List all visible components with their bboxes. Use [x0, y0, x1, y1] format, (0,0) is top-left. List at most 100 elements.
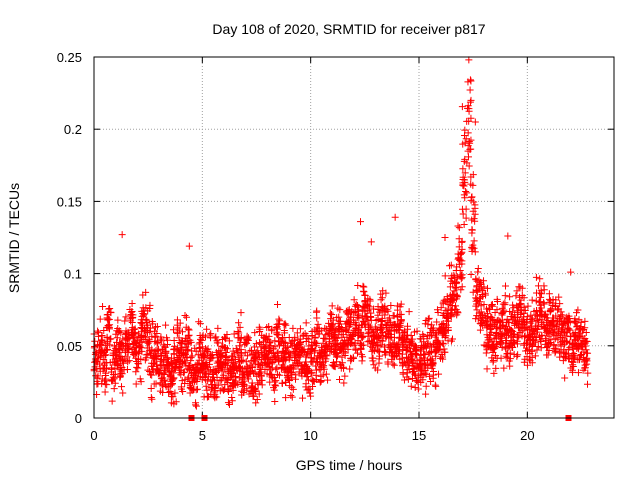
- data-point: [374, 315, 382, 323]
- data-point: [584, 369, 592, 377]
- data-point: [144, 307, 152, 315]
- data-point: [408, 335, 416, 343]
- data-point: [347, 357, 355, 365]
- data-point: [531, 352, 539, 360]
- data-point: [146, 349, 154, 357]
- data-point: [192, 399, 200, 407]
- data-point: [125, 357, 133, 365]
- data-point: [549, 318, 557, 326]
- data-point: [191, 375, 199, 383]
- data-point: [515, 283, 523, 291]
- data-point: [178, 328, 186, 336]
- data-point: [576, 355, 584, 363]
- data-point: [182, 362, 190, 370]
- data-point: [130, 329, 138, 337]
- data-point: [127, 308, 135, 316]
- data-point: [364, 317, 372, 325]
- outlier-point: [357, 218, 364, 226]
- data-point: [106, 304, 114, 312]
- data-point: [302, 319, 310, 327]
- data-point: [411, 359, 419, 367]
- data-point: [398, 350, 406, 358]
- data-point: [309, 377, 317, 385]
- data-point: [206, 331, 214, 339]
- data-point: [228, 393, 236, 401]
- data-point: [566, 326, 574, 334]
- data-point: [294, 340, 302, 348]
- data-point: [116, 364, 124, 372]
- data-point: [132, 368, 140, 376]
- data-point: [571, 328, 579, 336]
- data-point: [275, 331, 283, 339]
- data-point: [555, 293, 563, 301]
- data-point: [399, 370, 407, 378]
- data-point: [134, 364, 142, 372]
- data-point: [251, 368, 259, 376]
- data-point: [441, 323, 449, 331]
- data-point: [328, 311, 336, 319]
- data-point: [358, 357, 366, 365]
- data-point: [171, 389, 179, 397]
- data-point: [404, 357, 412, 365]
- data-point: [202, 382, 210, 390]
- data-point: [151, 355, 159, 363]
- data-point: [494, 298, 502, 306]
- data-point: [303, 373, 311, 381]
- data-point: [269, 374, 277, 382]
- data-point: [153, 361, 161, 369]
- data-point: [384, 307, 392, 315]
- data-point: [352, 301, 360, 309]
- outlier-point: [504, 232, 512, 240]
- data-point: [420, 333, 428, 341]
- data-point: [500, 364, 508, 372]
- data-point: [333, 350, 341, 358]
- data-point: [152, 380, 160, 388]
- data-point: [489, 349, 497, 357]
- data-point: [468, 243, 476, 251]
- data-point: [444, 326, 452, 334]
- data-point: [105, 316, 113, 324]
- data-point: [338, 323, 346, 331]
- data-point: [574, 369, 582, 377]
- data-point: [390, 321, 398, 329]
- y-tick-label: 0.2: [64, 122, 82, 137]
- data-point: [482, 349, 490, 357]
- data-point: [472, 315, 480, 323]
- data-point: [431, 381, 439, 389]
- data-point: [291, 344, 299, 352]
- data-point: [559, 357, 567, 365]
- data-point: [550, 341, 558, 349]
- data-point: [534, 343, 542, 351]
- data-point: [106, 335, 114, 343]
- data-point: [117, 329, 125, 337]
- data-point: [184, 332, 192, 340]
- data-point: [434, 337, 442, 345]
- data-point: [271, 398, 279, 406]
- data-point: [237, 309, 245, 317]
- data-point: [153, 329, 161, 337]
- data-point: [289, 361, 297, 369]
- data-point: [333, 334, 341, 342]
- data-point: [428, 361, 436, 369]
- data-point: [537, 293, 545, 301]
- data-point: [360, 288, 368, 296]
- data-point: [291, 333, 299, 341]
- data-point: [466, 86, 474, 94]
- data-point: [478, 316, 486, 324]
- data-point: [470, 198, 478, 206]
- data-point: [368, 347, 376, 355]
- data-point: [224, 388, 232, 396]
- data-point: [336, 306, 344, 314]
- data-point: [336, 375, 344, 383]
- data-point: [273, 301, 281, 309]
- data-point: [97, 340, 105, 348]
- data-point: [169, 369, 177, 377]
- data-point: [212, 333, 220, 341]
- data-point: [334, 319, 342, 327]
- data-point: [158, 337, 166, 345]
- data-point: [498, 344, 506, 352]
- data-point: [173, 316, 181, 324]
- data-point: [128, 300, 136, 308]
- data-point: [478, 291, 486, 299]
- data-point: [464, 129, 472, 137]
